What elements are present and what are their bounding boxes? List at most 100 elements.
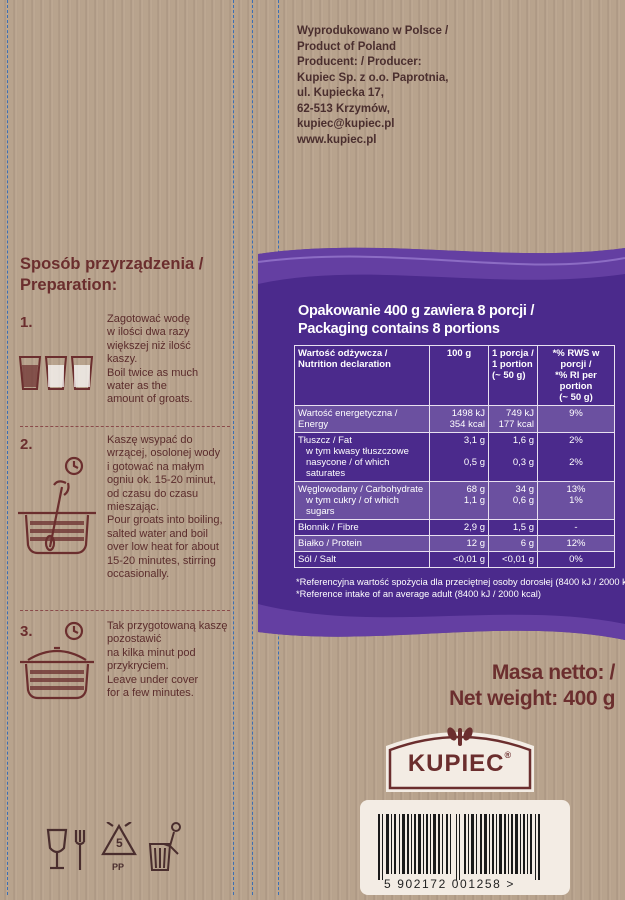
row-label: w tym kwasy tłuszczowe (306, 446, 409, 457)
cell-value: 13% (566, 484, 586, 495)
step-number: 2. (20, 436, 33, 453)
header-text: (~ 50 g) (492, 370, 526, 381)
step-text-line: od czasu do czasu (107, 487, 199, 500)
row-label: w tym cukry / of which sugars (306, 495, 399, 517)
food-safe-glass-fork-icon (44, 826, 94, 879)
cell-value: 6 g (520, 538, 534, 549)
producer-website[interactable]: www.kupiec.pl (297, 133, 377, 146)
step-text-line: for a few minutes. (107, 687, 194, 700)
cell-value: 2% (569, 435, 583, 446)
step-text-line: wrzącej, osolonej wody (107, 447, 221, 460)
table-row: Wartość energetyczna / Energy 1498 kJ 354 … (294, 405, 615, 433)
cell-value: 0,3 g (512, 457, 534, 468)
step-text-line: Kaszę wsypać do (107, 434, 193, 446)
step-text-line: 15-20 minutes, stirring (107, 554, 216, 567)
step-3-text: Tak przygotowaną kaszę pozostawić na kil… (107, 620, 227, 700)
row-label: nasycone / of which saturates (306, 457, 390, 479)
net-weight-pl: Masa netto: / (491, 661, 616, 684)
table-header-row: Wartość odżywcza / Nutrition declaration… (294, 345, 615, 406)
cell-value: 1,1 g (463, 495, 485, 506)
row-label: Błonnik / Fibre (298, 522, 359, 533)
nutrition-table: Wartość odżywcza / Nutrition declaration… (294, 345, 615, 568)
step-text-line: over low heat for about (107, 541, 219, 554)
cell-value: - (574, 522, 578, 533)
header-text: (~ 50 g) (559, 392, 593, 403)
cell-value: 2% (569, 457, 583, 468)
step-text-line: Pour groats into boiling, (107, 514, 223, 527)
step-text-line: pozostawić (107, 633, 162, 646)
step-text-line: Leave under cover (107, 673, 199, 686)
step-text-line: na kilka minut pod (107, 646, 196, 659)
row-label: Węglowodany / Carbohydrate (298, 484, 424, 495)
producer-email[interactable]: kupiec@kupiec.pl (297, 118, 395, 130)
recycle-code: 5 (116, 836, 123, 850)
preparation-title-pl: Sposób przyrządzenia / (20, 255, 204, 273)
nutrition-title-en: Packaging contains 8 portions (298, 321, 500, 337)
header-text: *% RI per portion (555, 370, 597, 392)
net-weight-en: Net weight: 400 g (449, 687, 615, 710)
kupiec-logo: KUPIEC® (380, 724, 540, 796)
cell-value: 9% (569, 408, 583, 419)
cell-value: 177 kcal (498, 419, 534, 430)
row-label: Sól / Salt (298, 554, 337, 565)
producer-line: Wyprodukowano w Polsce / (297, 25, 449, 37)
row-label: Energy (298, 419, 329, 430)
step-text-line: Tak przygotowaną kaszę (107, 620, 228, 632)
header-nutrition-declaration: Wartość odżywcza / Nutrition declaration (294, 345, 430, 406)
step-text-line: amount of groats. (107, 393, 193, 406)
header-100g: 100 g (429, 345, 489, 406)
nutrition-footnotes: *Referencyjna wartość spożycia dla przec… (296, 576, 625, 600)
cell-value: 749 kJ (506, 408, 534, 419)
step-text-line: Boil twice as much (107, 366, 199, 379)
recycle-material: PP (112, 862, 125, 872)
step-text-line: i gotować na małym (107, 460, 205, 473)
preparation-title-en: Preparation: (20, 276, 118, 294)
row-label: Wartość energetyczna / (298, 408, 398, 419)
header-text: *% RWS w porcji / (552, 348, 600, 370)
producer-line: Kupiec Sp. z o.o. Paprotnia, (297, 71, 449, 84)
cell-value: 354 kcal (449, 419, 485, 430)
step-divider (20, 610, 230, 611)
cell-value: <0,01 g (453, 554, 485, 565)
step-divider (20, 426, 230, 427)
footnote-en: *Reference intake of an average adult (8… (296, 589, 541, 599)
cell-value: 0% (569, 554, 583, 565)
barcode (360, 800, 570, 895)
step-text-line: water as the (107, 380, 167, 393)
row-label: Białko / Protein (298, 538, 362, 549)
header-text: Nutrition declaration (298, 359, 391, 370)
cell-value: <0,01 g (502, 554, 534, 565)
cell-value: 68 g (466, 484, 486, 495)
brand-name: KUPIEC® (400, 750, 520, 778)
nutrition-title-pl: Opakowanie 400 g zawiera 8 porcji / (298, 303, 535, 319)
row-label: Tłuszcz / Fat (298, 435, 352, 446)
header-text: 100 g (446, 348, 472, 359)
three-glasses-icon (18, 353, 96, 396)
table-row: Błonnik / Fibre 2,9 g 1,5 g - (294, 519, 615, 536)
header-text: 1 portion (492, 359, 533, 370)
fold-guide-line (252, 0, 253, 895)
producer-info: Wyprodukowano w Polsce / Product of Pola… (297, 24, 448, 148)
cell-value: 34 g (515, 484, 535, 495)
header-text: Wartość odżywcza / (298, 348, 388, 359)
preparation-title: Sposób przyrządzenia / Preparation: (20, 254, 203, 296)
table-row: Węglowodany / Carbohydrate w tym cukry / … (294, 481, 615, 520)
step-text-line: ogniu ok. 15-20 minut, (107, 474, 216, 487)
step-text-line: przykryciem. (107, 660, 169, 673)
fold-guide-line (7, 0, 8, 895)
footnote-pl: *Referencyjna wartość spożycia dla przec… (296, 577, 625, 587)
cell-value: 0,5 g (463, 457, 485, 468)
header-text: 1 porcja / (492, 348, 534, 359)
step-2-text: Kaszę wsypać do wrzącej, osolonej wody i… (107, 434, 223, 581)
producer-line: Producent: / Producer: (297, 56, 422, 68)
table-row: Białko / Protein 12 g 6 g 12% (294, 535, 615, 552)
header-ri: *% RWS w porcji / *% RI per portion (~ 5… (537, 345, 615, 406)
step-text-line: w ilości dwa razy (107, 326, 190, 339)
cell-value: 12 g (466, 538, 486, 549)
cell-value: 1498 kJ (451, 408, 485, 419)
nutrition-title: Opakowanie 400 g zawiera 8 porcji / Pack… (298, 302, 534, 338)
producer-line: 62-513 Krzymów, (297, 102, 390, 115)
cell-value: 0,6 g (512, 495, 534, 506)
barcode-digits: 5 902172 001258 > (384, 877, 515, 891)
header-portion: 1 porcja / 1 portion (~ 50 g) (488, 345, 538, 406)
